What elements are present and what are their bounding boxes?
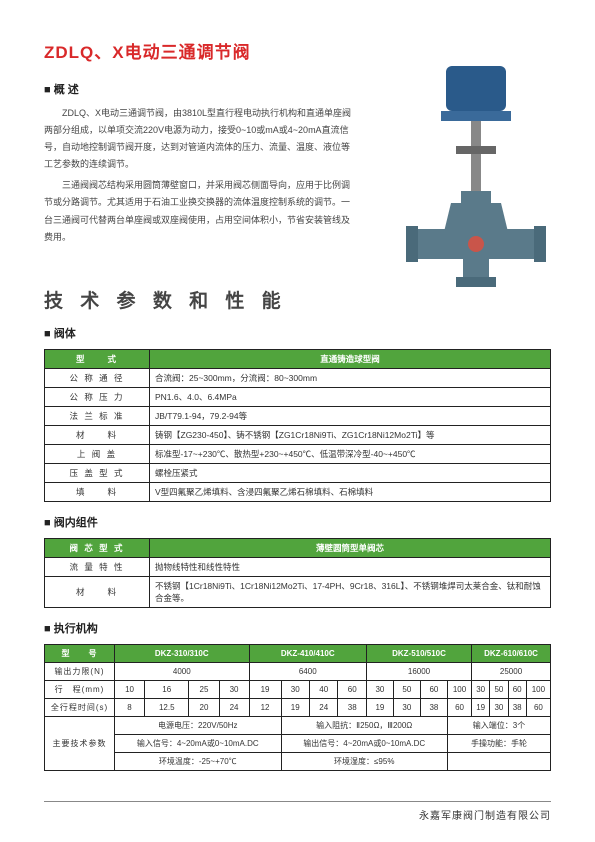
exec-label: 型 号 — [45, 644, 115, 662]
inner-header: ■ 阀内组件 — [44, 514, 551, 530]
exec-val: 30 — [490, 698, 508, 716]
exec-val: 6400 — [249, 662, 366, 680]
exec-val: 24 — [219, 698, 249, 716]
exec-spec: 环境温度：-25~+70℃ — [115, 752, 282, 770]
body-value: 螺栓压紧式 — [150, 463, 551, 482]
exec-spec: 输入阻抗：Ⅱ250Ω，Ⅲ200Ω — [281, 716, 447, 734]
page-title: ZDLQ、X电动三通调节阀 — [44, 38, 551, 63]
exec-val: 4000 — [115, 662, 250, 680]
overview-p1: ZDLQ、X电动三通调节阀，由3810L型直行程电动执行机构和直通单座阀两部分组… — [44, 105, 354, 173]
exec-label: 主要技术参数 — [45, 716, 115, 770]
exec-val: 30 — [219, 680, 249, 698]
exec-val: 60 — [526, 698, 550, 716]
exec-val: 100 — [526, 680, 550, 698]
exec-val: 60 — [338, 680, 366, 698]
exec-val: 30 — [472, 680, 490, 698]
inner-table: 阀 芯 型 式 薄壁圆筒型单阀芯 流 量 特 性抛物线特性和线性特性 材 料不锈… — [44, 538, 551, 608]
exec-val: 19 — [366, 698, 393, 716]
exec-val: 30 — [393, 698, 420, 716]
exec-model: DKZ-310/310C — [115, 644, 250, 662]
body-label: 公 称 压 力 — [45, 387, 150, 406]
body-table: 型 式 直通铸造球型阀 公 称 通 径合流阀：25~300mm，分流阀：80~3… — [44, 349, 551, 502]
exec-val: 19 — [249, 680, 281, 698]
exec-model: DKZ-610/610C — [472, 644, 551, 662]
exec-val: 100 — [447, 680, 471, 698]
exec-spec: 输出信号：4~20mA或0~10mA.DC — [281, 734, 447, 752]
exec-val: 25 — [189, 680, 219, 698]
body-value: 直通铸造球型阀 — [150, 349, 551, 368]
body-value: PN1.6、4.0、6.4MPa — [150, 387, 551, 406]
body-label: 压 盖 型 式 — [45, 463, 150, 482]
body-label: 材 料 — [45, 425, 150, 444]
exec-spec: 电源电压：220V/50Hz — [115, 716, 282, 734]
exec-val: 10 — [115, 680, 145, 698]
exec-val: 8 — [115, 698, 145, 716]
body-value: 合流阀：25~300mm，分流阀：80~300mm — [150, 368, 551, 387]
exec-val: 20 — [189, 698, 219, 716]
exec-val: 50 — [393, 680, 420, 698]
inner-label: 流 量 特 性 — [45, 557, 150, 576]
body-value: JB/T79.1-94，79.2-94等 — [150, 406, 551, 425]
exec-val: 16000 — [366, 662, 471, 680]
exec-table: 型 号 DKZ-310/310C DKZ-410/410C DKZ-510/51… — [44, 644, 551, 771]
body-label: 公 称 通 径 — [45, 368, 150, 387]
inner-value: 不锈钢【1Cr18Ni9Ti、1Cr18Ni12Mo2Ti、17-4PH、9Cr… — [150, 576, 551, 607]
exec-label: 全行程时间(s) — [45, 698, 115, 716]
exec-val: 12 — [249, 698, 281, 716]
body-value: V型四氟聚乙烯填料、含浸四氟聚乙烯石棉填料、石棉填料 — [150, 482, 551, 501]
exec-val: 60 — [447, 698, 471, 716]
exec-spec — [447, 752, 550, 770]
exec-val: 40 — [309, 680, 337, 698]
footer-divider — [44, 801, 551, 802]
exec-val: 30 — [366, 680, 393, 698]
exec-spec: 环境湿度：≤95% — [281, 752, 447, 770]
body-value: 铸钢【ZG230-450】、铸不锈钢【ZG1Cr18Ni9Ti、ZG1Cr18N… — [150, 425, 551, 444]
exec-val: 25000 — [472, 662, 551, 680]
footer-company: 永嘉军康阀门制造有限公司 — [419, 807, 551, 822]
exec-model: DKZ-510/510C — [366, 644, 471, 662]
exec-val: 12.5 — [145, 698, 189, 716]
exec-val: 60 — [420, 680, 447, 698]
exec-val: 24 — [309, 698, 337, 716]
exec-model: DKZ-410/410C — [249, 644, 366, 662]
body-label: 填 料 — [45, 482, 150, 501]
exec-val: 19 — [281, 698, 309, 716]
exec-val: 19 — [472, 698, 490, 716]
overview-p2: 三通阀阀芯结构采用圆筒薄壁窗口，并采用阀芯侧面导向，应用于比例调节或分路调节。尤… — [44, 177, 354, 245]
exec-val: 38 — [508, 698, 526, 716]
exec-spec: 手操功能：手轮 — [447, 734, 550, 752]
inner-value: 薄壁圆筒型单阀芯 — [150, 538, 551, 557]
exec-val: 16 — [145, 680, 189, 698]
body-label: 法 兰 标 准 — [45, 406, 150, 425]
exec-spec: 输入信号：4~20mA或0~10mA.DC — [115, 734, 282, 752]
exec-val: 30 — [281, 680, 309, 698]
inner-label: 阀 芯 型 式 — [45, 538, 150, 557]
exec-val: 38 — [338, 698, 366, 716]
overview-text: ZDLQ、X电动三通调节阀，由3810L型直行程电动执行机构和直通单座阀两部分组… — [44, 105, 354, 246]
exec-spec: 输入端位：3个 — [447, 716, 550, 734]
exec-label: 输出力限(N) — [45, 662, 115, 680]
valve-image — [391, 61, 561, 296]
exec-label: 行 程(mm) — [45, 680, 115, 698]
inner-value: 抛物线特性和线性特性 — [150, 557, 551, 576]
body-value: 标准型-17~+230℃、散热型+230~+450℃、低温带深冷型-40~+45… — [150, 444, 551, 463]
inner-label: 材 料 — [45, 576, 150, 607]
body-label: 上 阀 盖 — [45, 444, 150, 463]
body-label: 型 式 — [45, 349, 150, 368]
exec-val: 50 — [490, 680, 508, 698]
exec-val: 60 — [508, 680, 526, 698]
exec-header: ■ 执行机构 — [44, 620, 551, 636]
body-header: ■ 阀体 — [44, 325, 551, 341]
exec-val: 38 — [420, 698, 447, 716]
